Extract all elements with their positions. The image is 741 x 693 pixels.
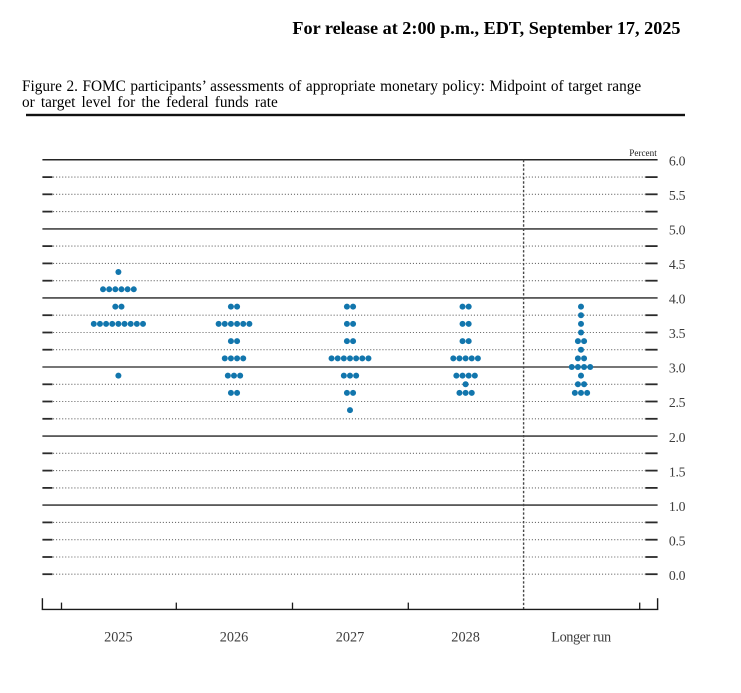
svg-text:2026: 2026 [220, 629, 249, 645]
svg-text:Longer run: Longer run [551, 629, 611, 645]
svg-text:2.0: 2.0 [669, 430, 686, 445]
svg-text:Figure 2. FOMC participants’ a: Figure 2. FOMC participants’ assessments… [22, 78, 641, 95]
svg-text:2.5: 2.5 [669, 395, 686, 410]
svg-text:5.5: 5.5 [669, 188, 686, 203]
svg-text:4.5: 4.5 [669, 257, 686, 272]
svg-text:2025: 2025 [104, 629, 133, 645]
svg-text:0.5: 0.5 [669, 533, 686, 548]
svg-text:1.0: 1.0 [669, 499, 686, 514]
svg-text:6.0: 6.0 [669, 154, 686, 169]
svg-text:Percent: Percent [629, 148, 657, 158]
svg-text:2027: 2027 [336, 629, 365, 645]
svg-text:4.0: 4.0 [669, 292, 686, 307]
svg-text:3.5: 3.5 [669, 326, 686, 341]
svg-text:5.0: 5.0 [669, 223, 686, 238]
svg-text:For release at 2:00 p.m., EDT,: For release at 2:00 p.m., EDT, September… [292, 18, 680, 38]
svg-text:or target level for the federa: or target level for the federal funds ra… [22, 94, 278, 111]
svg-text:1.5: 1.5 [669, 464, 686, 479]
svg-text:3.0: 3.0 [669, 361, 686, 376]
svg-text:0.0: 0.0 [669, 568, 686, 583]
svg-text:2028: 2028 [451, 629, 480, 645]
